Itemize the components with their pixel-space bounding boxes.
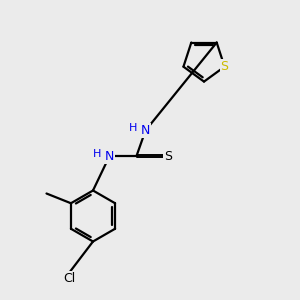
Text: H: H bbox=[129, 123, 137, 133]
Text: S: S bbox=[164, 149, 172, 163]
Text: S: S bbox=[220, 60, 229, 73]
Text: N: N bbox=[141, 124, 150, 137]
Text: N: N bbox=[105, 149, 114, 163]
Text: Cl: Cl bbox=[63, 272, 75, 285]
Text: H: H bbox=[93, 148, 101, 159]
